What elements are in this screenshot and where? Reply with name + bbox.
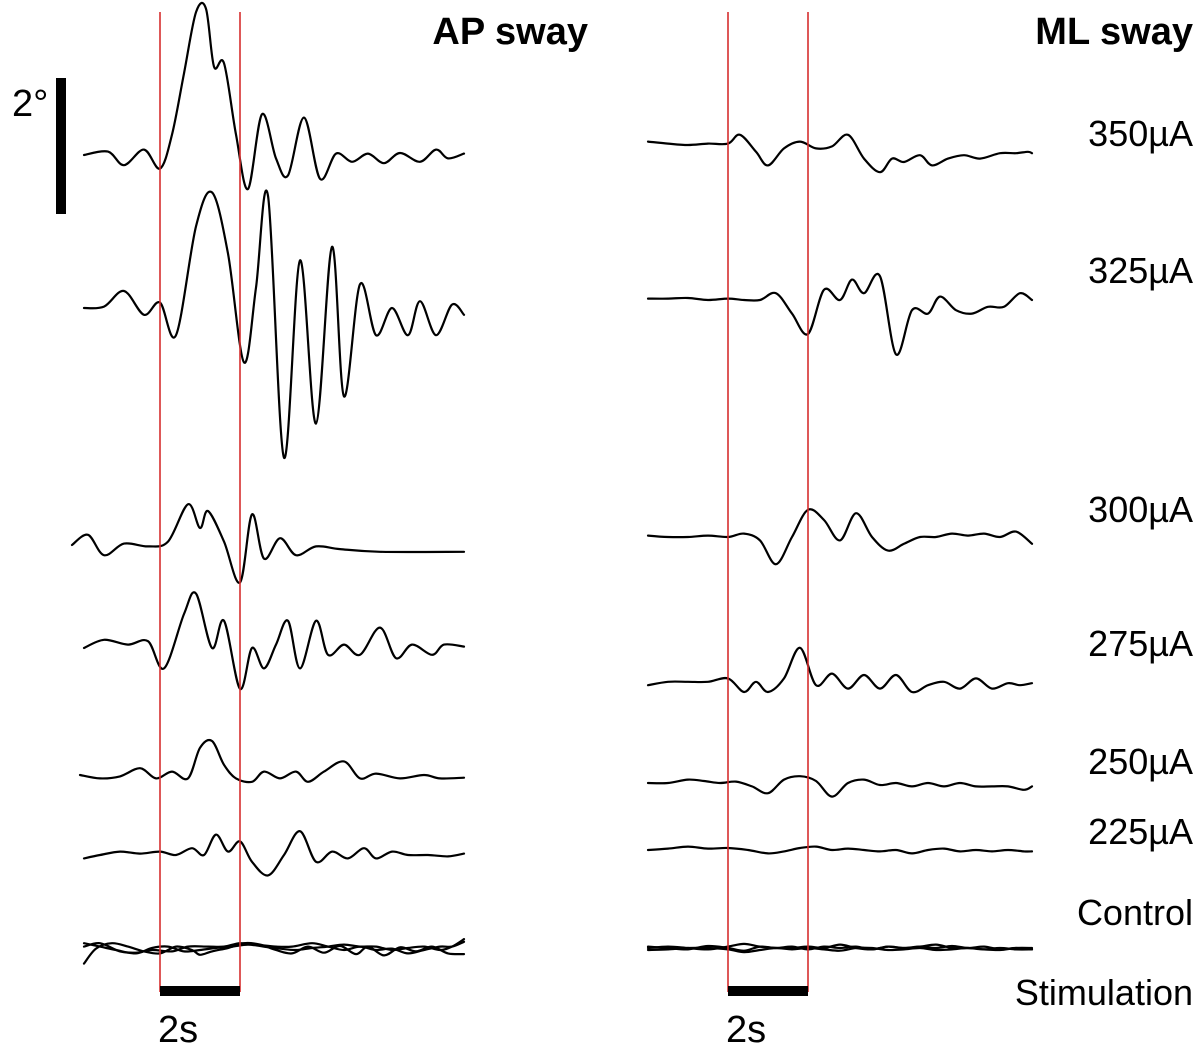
time-scale-label-ap: 2s [158,1009,198,1046]
trace-label-275: 275µA [1088,623,1193,664]
ml-sway-trace-275ua [648,648,1032,693]
ap-sway-trace-300ua [72,504,464,583]
ap-sway-trace-350ua [84,3,464,189]
trace-label-225: 225µA [1088,811,1193,852]
angle-scale-label: 2° [12,83,48,125]
stimulation-markers [160,12,808,992]
ap-sway-trace-250ua [80,740,464,782]
ap-sway-trace-325ua [84,190,464,458]
ml-sway-trace-325ua [648,274,1032,355]
trace-label-300: 300µA [1088,489,1193,530]
ml-sway-trace-225ua [648,847,1032,854]
trace-label-350: 350µA [1088,113,1193,154]
ap-panel-title: AP sway [432,11,588,53]
time-scale-label-ml: 2s [726,1009,766,1046]
trace-label-control: Control [1077,892,1193,933]
ml-sway-trace-250ua [648,776,1032,796]
trace-label-325: 325µA [1088,250,1193,291]
ap-sway-trace-275ua [84,592,464,689]
sway-traces [72,3,1032,964]
ml-panel-title: ML sway [1035,11,1193,53]
ml-sway-trace-350ua [648,135,1032,173]
trace-label-250: 250µA [1088,741,1193,782]
ap-sway-trace-225ua [84,831,464,875]
ml-sway-trace-300ua [648,509,1032,564]
trace-label-stimulation: Stimulation [1015,972,1193,1013]
